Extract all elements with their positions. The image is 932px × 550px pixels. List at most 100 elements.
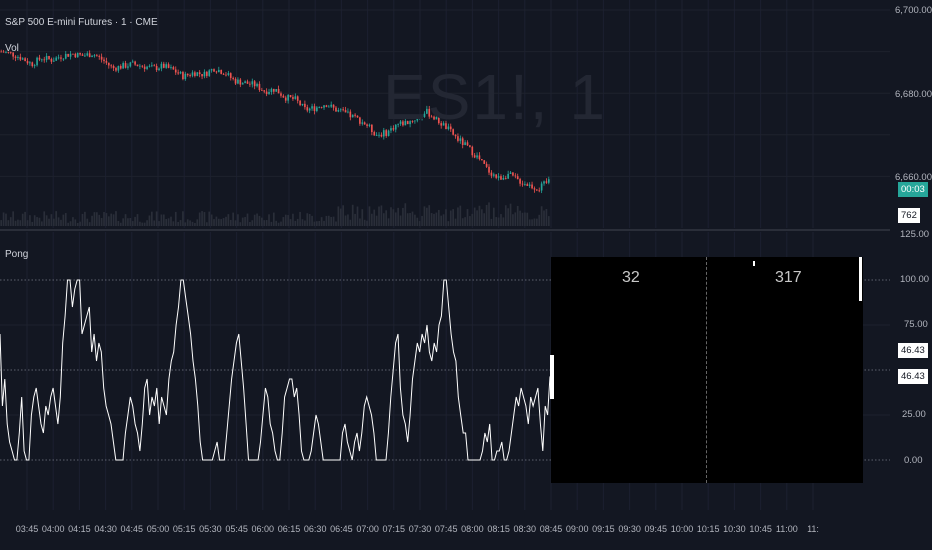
candle-body bbox=[457, 136, 459, 141]
volume-bar bbox=[0, 220, 3, 226]
time-axis-label: 04:30 bbox=[94, 524, 117, 534]
volume-bar bbox=[335, 221, 337, 226]
candle-body bbox=[301, 103, 304, 106]
candle-body bbox=[100, 56, 103, 60]
indicator-name[interactable]: Pong bbox=[5, 249, 29, 260]
candle-body bbox=[265, 91, 268, 95]
candle-body bbox=[418, 117, 421, 119]
volume-bar bbox=[153, 220, 156, 226]
candle-body bbox=[478, 155, 481, 160]
candle-body bbox=[500, 176, 502, 180]
volume-bar bbox=[349, 219, 352, 226]
candle-body bbox=[304, 103, 306, 108]
symbol-title[interactable]: S&P 500 E-mini Futures · 1 · CME bbox=[5, 17, 158, 28]
volume-label[interactable]: Vol bbox=[5, 43, 19, 54]
candle-body bbox=[538, 190, 541, 192]
volume-bar bbox=[528, 219, 531, 226]
candle-body bbox=[361, 122, 364, 124]
volume-bar bbox=[476, 210, 478, 226]
pong-game-area: 32 317 bbox=[551, 257, 863, 483]
candle-body bbox=[442, 123, 445, 126]
candle-body bbox=[347, 111, 349, 113]
volume-bar bbox=[31, 221, 34, 226]
volume-bar bbox=[9, 217, 12, 226]
candle-body bbox=[545, 181, 548, 183]
candle-body bbox=[55, 57, 58, 61]
candle-body bbox=[275, 88, 278, 92]
volume-bar bbox=[500, 214, 502, 226]
pane-separator[interactable] bbox=[0, 229, 890, 231]
volume-bar bbox=[232, 212, 234, 226]
candle-body bbox=[464, 142, 466, 146]
volume-bar bbox=[524, 212, 526, 226]
volume-bar bbox=[64, 213, 67, 226]
time-axis-label: 10:15 bbox=[696, 524, 720, 534]
candle-body bbox=[373, 132, 376, 136]
volume-bar bbox=[21, 213, 24, 226]
volume-bar bbox=[418, 221, 421, 226]
candle-body bbox=[547, 179, 550, 183]
candle-body bbox=[237, 79, 239, 84]
candle-body bbox=[492, 174, 495, 176]
time-axis-label: 05:30 bbox=[199, 524, 222, 534]
volume-bar bbox=[313, 221, 316, 226]
volume-bar bbox=[516, 205, 519, 226]
pong-left-paddle bbox=[550, 355, 554, 399]
volume-bar bbox=[301, 219, 304, 226]
candle-body bbox=[191, 72, 194, 76]
candle-body bbox=[371, 124, 373, 133]
candle-body bbox=[60, 57, 62, 59]
candle-body bbox=[98, 56, 101, 57]
candle-body bbox=[445, 123, 447, 130]
candle-body bbox=[512, 172, 514, 176]
candle-body bbox=[234, 78, 237, 84]
osc-value-badge: 46.43 bbox=[898, 369, 928, 384]
volume-bar bbox=[189, 220, 191, 226]
candle-body bbox=[325, 105, 328, 107]
volume-bar bbox=[69, 221, 72, 226]
candle-body bbox=[531, 184, 533, 189]
candle-body bbox=[162, 63, 165, 68]
time-axis-label: 05:15 bbox=[172, 524, 196, 534]
candle-body bbox=[2, 51, 5, 53]
candle-body bbox=[351, 114, 354, 118]
candle-body bbox=[316, 107, 318, 112]
volume-bar bbox=[222, 218, 225, 226]
volume-bar bbox=[306, 213, 309, 226]
candle-body bbox=[524, 184, 526, 185]
candle-body bbox=[526, 184, 529, 186]
candle-body bbox=[251, 81, 254, 85]
candle-body bbox=[81, 54, 84, 56]
volume-bar bbox=[43, 211, 46, 226]
candle-body bbox=[155, 66, 158, 70]
pong-right-score: 317 bbox=[775, 269, 802, 286]
candle-body bbox=[225, 74, 227, 76]
volume-bar bbox=[191, 221, 194, 226]
price-scale[interactable] bbox=[890, 0, 932, 515]
candle-body bbox=[409, 121, 411, 125]
volume-bar bbox=[366, 220, 368, 226]
candle-body bbox=[540, 183, 543, 191]
price-chart[interactable] bbox=[0, 0, 890, 228]
candle-body bbox=[256, 83, 258, 87]
candle-body bbox=[48, 55, 50, 59]
volume-bar bbox=[67, 222, 69, 226]
candle-body bbox=[335, 107, 337, 112]
candle-body bbox=[339, 109, 342, 111]
candle-body bbox=[461, 138, 464, 146]
candle-body bbox=[516, 176, 519, 180]
candle-body bbox=[483, 160, 486, 164]
volume-bar bbox=[325, 215, 328, 226]
time-axis-label: 09:15 bbox=[592, 524, 615, 534]
volume-bar bbox=[282, 217, 285, 226]
candle-body bbox=[299, 100, 301, 106]
volume-bar bbox=[382, 213, 385, 226]
candle-body bbox=[110, 65, 113, 67]
price-pane[interactable] bbox=[0, 0, 890, 228]
volume-bar bbox=[122, 218, 124, 226]
candle-body bbox=[406, 121, 409, 125]
candle-body bbox=[433, 116, 435, 120]
candle-body bbox=[31, 62, 34, 67]
candle-body bbox=[201, 74, 203, 77]
volume-bar bbox=[483, 213, 486, 226]
